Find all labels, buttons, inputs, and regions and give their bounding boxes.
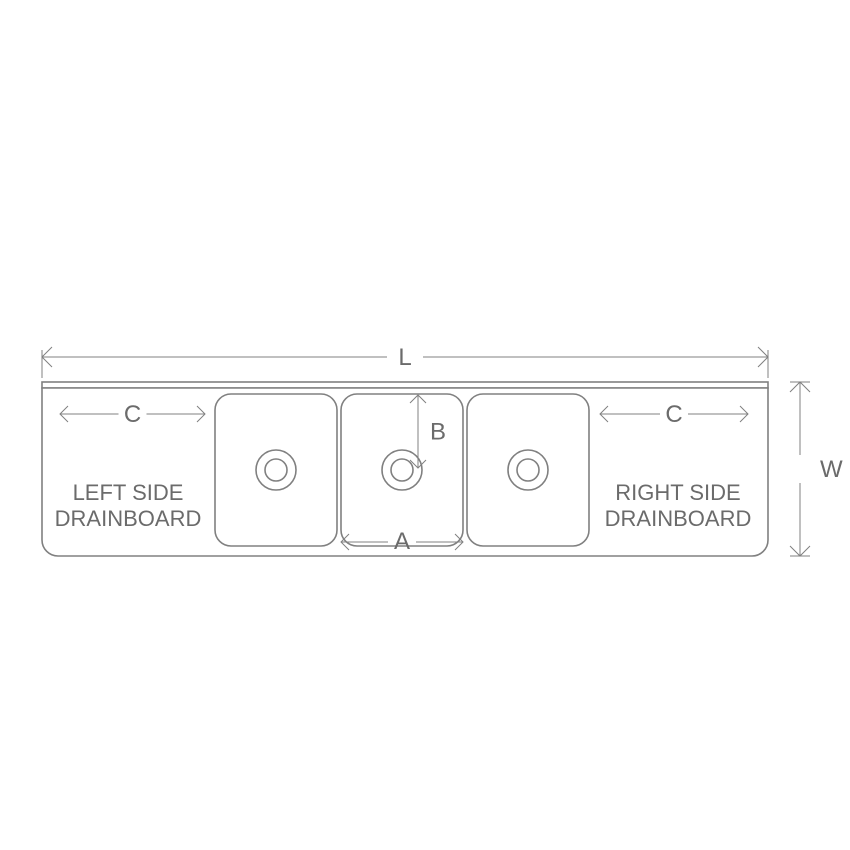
right-drainboard-label: RIGHT SIDEDRAINBOARD <box>605 480 752 531</box>
label-W: W <box>820 456 843 483</box>
left-drainboard-label: LEFT SIDEDRAINBOARD <box>55 480 202 531</box>
right-drainboard-line1: RIGHT SIDE <box>615 480 741 505</box>
right-drainboard-line2: DRAINBOARD <box>605 506 752 531</box>
sink-bowls <box>215 394 589 546</box>
label-B: B <box>430 419 446 446</box>
label-A: A <box>394 528 410 555</box>
dimension-L: L <box>42 344 768 378</box>
sink-diagram: L W C C B A LEFT SIDEDRAINBOARD RIGHT SI… <box>0 0 850 850</box>
label-C-right: C <box>665 401 682 428</box>
left-drainboard-line2: DRAINBOARD <box>55 506 202 531</box>
label-C-left: C <box>124 401 141 428</box>
dimension-W: W <box>790 382 843 556</box>
label-L: L <box>398 344 411 371</box>
left-drainboard-line1: LEFT SIDE <box>73 480 184 505</box>
